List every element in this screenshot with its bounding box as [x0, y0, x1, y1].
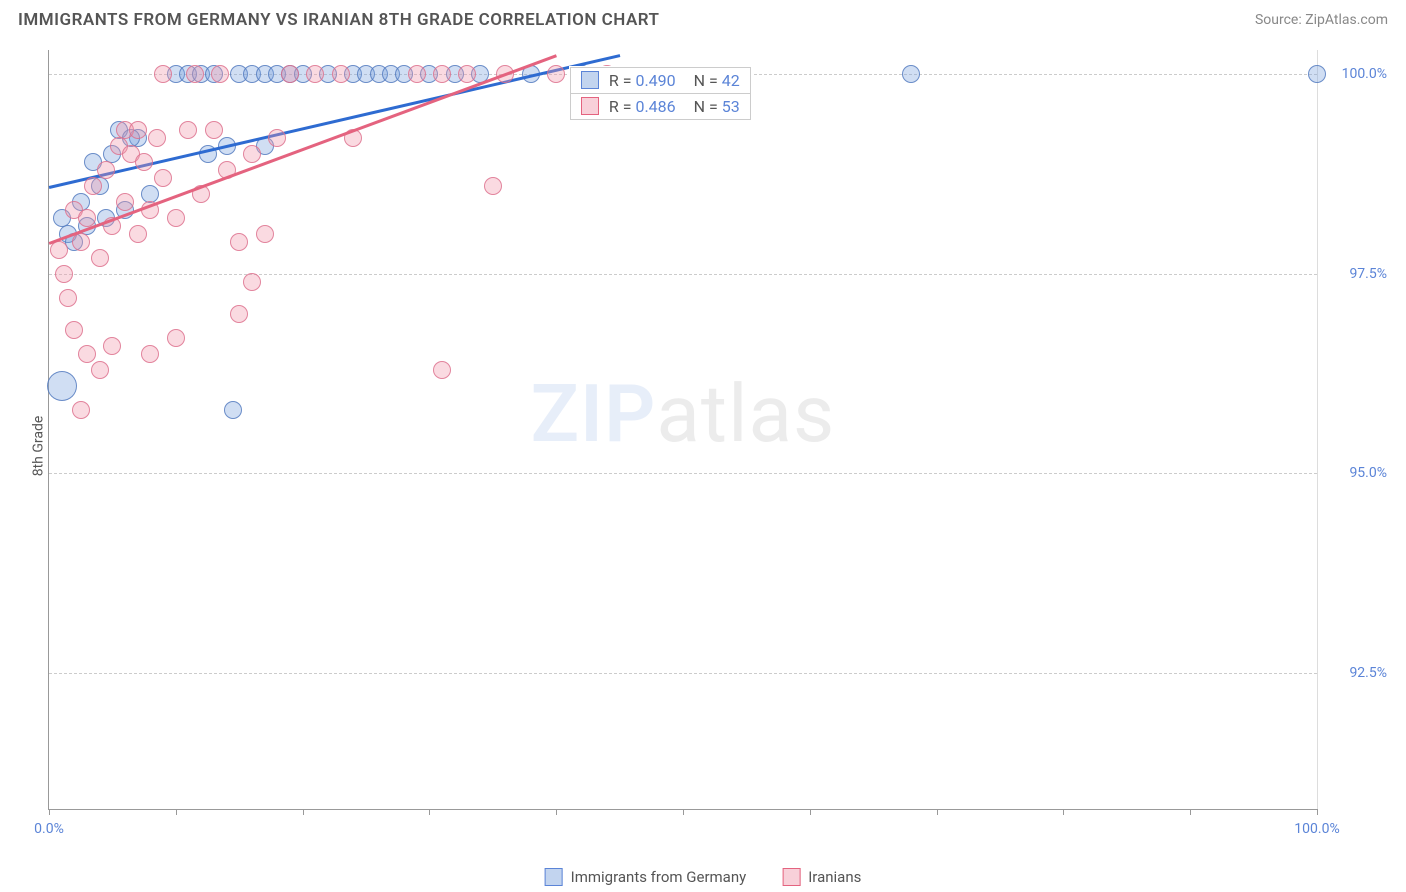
- legend-item-iranians: Iranians: [782, 868, 861, 886]
- stats-r: R = 0.486: [609, 97, 676, 116]
- scatter-point: [78, 345, 96, 363]
- scatter-point: [167, 329, 185, 347]
- scatter-point: [179, 121, 197, 139]
- scatter-point: [97, 161, 115, 179]
- gridline: [49, 274, 1317, 275]
- plot-region: ZIPatlas 92.5%95.0%97.5%100.0%0.0%100.0%…: [48, 50, 1318, 810]
- gridline: [49, 673, 1317, 674]
- scatter-point: [332, 65, 350, 83]
- stats-box: R = 0.490 N = 42R = 0.486 N = 53: [569, 66, 752, 120]
- y-axis-label: 8th Grade: [30, 416, 46, 477]
- scatter-point: [230, 305, 248, 323]
- chart-area: ZIPatlas 92.5%95.0%97.5%100.0%0.0%100.0%…: [48, 50, 1388, 810]
- chart-header: IMMIGRANTS FROM GERMANY VS IRANIAN 8TH G…: [0, 0, 1406, 36]
- scatter-point: [902, 65, 920, 83]
- stats-row: R = 0.486 N = 53: [570, 93, 751, 120]
- stats-r: R = 0.490: [609, 71, 676, 90]
- legend-swatch-icon: [782, 868, 800, 886]
- legend: Immigrants from Germany Iranians: [545, 868, 862, 886]
- chart-title: IMMIGRANTS FROM GERMANY VS IRANIAN 8TH G…: [18, 10, 660, 30]
- scatter-point: [224, 401, 242, 419]
- scatter-point: [230, 233, 248, 251]
- gridline: [49, 473, 1317, 474]
- stats-n: N = 42: [686, 71, 740, 90]
- y-tick-label: 100.0%: [1323, 66, 1387, 82]
- scatter-point: [84, 177, 102, 195]
- scatter-point: [458, 65, 476, 83]
- scatter-point: [72, 401, 90, 419]
- watermark: ZIPatlas: [531, 367, 836, 461]
- scatter-point: [148, 129, 166, 147]
- scatter-point: [547, 65, 565, 83]
- y-tick-label: 95.0%: [1323, 465, 1387, 481]
- x-tick: [683, 809, 684, 815]
- scatter-point: [243, 273, 261, 291]
- scatter-point: [50, 241, 68, 259]
- stats-row: R = 0.490 N = 42: [570, 67, 751, 94]
- scatter-point: [116, 193, 134, 211]
- x-tick: [1317, 809, 1318, 815]
- stats-swatch-icon: [581, 71, 599, 89]
- scatter-point-large: [47, 371, 77, 401]
- scatter-point: [408, 65, 426, 83]
- x-tick-label: 0.0%: [34, 821, 64, 837]
- scatter-point: [484, 177, 502, 195]
- scatter-point: [281, 65, 299, 83]
- scatter-point: [433, 65, 451, 83]
- x-tick: [1063, 809, 1064, 815]
- scatter-point: [72, 233, 90, 251]
- scatter-point: [135, 153, 153, 171]
- scatter-point: [243, 145, 261, 163]
- scatter-point: [103, 337, 121, 355]
- scatter-point: [154, 65, 172, 83]
- x-tick: [810, 809, 811, 815]
- scatter-point: [129, 225, 147, 243]
- scatter-point: [55, 265, 73, 283]
- scatter-point: [141, 345, 159, 363]
- x-tick: [1190, 809, 1191, 815]
- y-tick-label: 97.5%: [1323, 266, 1387, 282]
- scatter-point: [256, 225, 274, 243]
- scatter-point: [433, 361, 451, 379]
- legend-swatch-icon: [545, 868, 563, 886]
- x-tick: [303, 809, 304, 815]
- scatter-point: [59, 289, 77, 307]
- x-tick-label: 100.0%: [1294, 821, 1339, 837]
- scatter-point: [129, 121, 147, 139]
- scatter-point: [268, 129, 286, 147]
- scatter-point: [154, 169, 172, 187]
- x-tick: [556, 809, 557, 815]
- scatter-point: [65, 321, 83, 339]
- scatter-point: [211, 65, 229, 83]
- x-tick: [49, 809, 50, 815]
- scatter-point: [91, 249, 109, 267]
- chart-source: Source: ZipAtlas.com: [1255, 12, 1388, 28]
- stats-n: N = 53: [686, 97, 740, 116]
- scatter-point: [1308, 65, 1326, 83]
- scatter-point: [91, 361, 109, 379]
- scatter-point: [205, 121, 223, 139]
- scatter-point: [306, 65, 324, 83]
- y-tick-label: 92.5%: [1323, 665, 1387, 681]
- x-tick: [937, 809, 938, 815]
- stats-swatch-icon: [581, 97, 599, 115]
- x-tick: [429, 809, 430, 815]
- legend-item-germany: Immigrants from Germany: [545, 868, 747, 886]
- scatter-point: [186, 65, 204, 83]
- x-tick: [176, 809, 177, 815]
- scatter-point: [167, 209, 185, 227]
- scatter-point: [78, 209, 96, 227]
